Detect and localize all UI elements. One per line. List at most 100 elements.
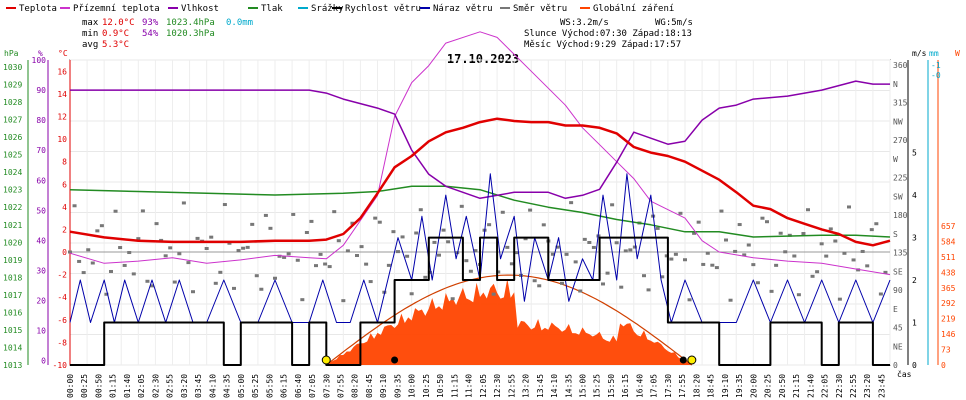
wind-direction-point [300, 298, 305, 302]
legend-label: Přízemní teplota [73, 4, 160, 14]
x-tick-label: 08:45 [365, 374, 374, 398]
tick-hpa: 1030 [3, 63, 22, 72]
wind-direction-point [227, 241, 232, 245]
tick-dir: 315 [893, 99, 908, 108]
wind-direction-point [459, 204, 464, 208]
unit-cas: čas [897, 369, 912, 379]
wind-direction-point [304, 230, 309, 234]
wind-direction-point [263, 213, 268, 217]
tick-w: 438 [941, 268, 956, 277]
tick-degc: 4 [62, 203, 67, 212]
wind-direction-point [418, 208, 423, 212]
unit-hpa: hPa [4, 49, 19, 58]
wind-direction-point [582, 237, 587, 241]
wind-direction-point [746, 243, 751, 247]
legend-label: Směr větru [513, 4, 567, 14]
tick-ms: 2 [912, 276, 917, 285]
wind-direction-point [140, 209, 145, 213]
wind-direction-point [769, 289, 774, 293]
x-tick-label: 10:00 [408, 374, 417, 398]
tick-w: 0 [941, 361, 946, 370]
x-tick-label: 17:30 [664, 374, 673, 398]
wind-direction-point [259, 287, 264, 291]
wind-direction-point [282, 255, 287, 259]
tick-dir: W [893, 155, 898, 164]
wind-direction-point [819, 242, 824, 246]
legend-label: Vlhkost [181, 4, 219, 14]
wind-direction-point [550, 252, 555, 256]
x-tick-label: 18:20 [692, 374, 701, 398]
wind-direction-point [204, 247, 209, 251]
tick-dir: 360 [893, 61, 908, 70]
x-tick-label: 01:40 [123, 374, 132, 398]
wind-direction-point [796, 293, 801, 297]
humidity-line [70, 80, 890, 200]
wind-direction-point [350, 221, 355, 225]
tick-pct: 20 [36, 297, 46, 306]
x-tick-label: 10:50 [436, 374, 445, 398]
wind-direction-point [90, 261, 95, 265]
tick-pct: 80 [36, 116, 46, 125]
x-tick-label: 02:55 [166, 374, 175, 398]
wind-direction-point [95, 229, 100, 233]
tick-hpa: 1013 [3, 361, 22, 370]
wind-direction-point [601, 282, 605, 286]
wind-direction-point [883, 270, 888, 274]
wind-direction-point [801, 232, 806, 236]
stat-max-label: max [82, 18, 99, 28]
unit-pct: % [38, 49, 43, 58]
wind-direction-point [696, 220, 701, 224]
tick-w: 365 [941, 284, 956, 293]
wind-direction-point [860, 249, 865, 253]
wind-direction-point [632, 245, 637, 249]
wind-direction-point [733, 249, 738, 253]
x-tick-label: 11:15 [450, 374, 459, 398]
x-tick-label: 23:45 [877, 374, 886, 398]
chart-title: 17.10.2023 [447, 52, 519, 66]
wind-direction-point [364, 262, 369, 266]
tick-degc: 2 [62, 225, 67, 234]
x-tick-label: 18:45 [707, 374, 716, 398]
wind-direction-point [127, 251, 132, 255]
wind-direction-point [865, 264, 870, 268]
x-tick-label: 13:20 [522, 374, 531, 398]
x-tick-label: 22:30 [835, 374, 844, 398]
wind-direction-point [751, 263, 756, 267]
wind-direction-point [728, 298, 733, 302]
wind-direction-point [323, 262, 328, 266]
wind-direction-point [642, 274, 646, 278]
wind-direction-point [396, 250, 400, 254]
wind-direction-point [564, 252, 569, 256]
wind-direction-point [277, 254, 282, 258]
wind-direction-point [109, 269, 113, 273]
tick-hpa: 1018 [3, 273, 22, 282]
x-tick-label: 00:25 [80, 374, 89, 398]
tick-mm: -0 [931, 71, 941, 80]
wind-direction-point [683, 258, 687, 262]
wind-direction-point [168, 246, 173, 250]
wind-direction-point [268, 226, 273, 230]
x-tick-label: 20:50 [778, 374, 787, 398]
sunrise-marker [321, 355, 331, 365]
wind-direction-point [856, 268, 861, 272]
tick-hpa: 1024 [3, 168, 22, 177]
wind-speed-line [70, 236, 890, 366]
tick-hpa: 1021 [3, 221, 22, 230]
wind-direction-point [628, 248, 633, 252]
tick-dir: SE [893, 267, 903, 276]
wind-direction-point [309, 219, 314, 223]
x-tick-label: 09:10 [379, 374, 388, 398]
legend: Teplota Přízemní teplota Vlhkost Tlak Srážky… [6, 4, 674, 14]
wind-direction-point [150, 284, 154, 288]
x-tick-label: 07:55 [336, 374, 345, 398]
legend-label: Rychlost větru [345, 4, 421, 14]
wind-direction-point [610, 203, 615, 207]
wind-direction-point [874, 222, 879, 226]
wind-direction-point [295, 258, 300, 262]
axes: 1030102910281027102610251024102310221021… [3, 56, 956, 370]
x-tick-label: 00:50 [94, 374, 103, 398]
x-tick-label: 17:55 [678, 374, 687, 398]
pressure-line [69, 185, 891, 238]
wind-direction-point [286, 252, 291, 256]
x-tick-label: 07:30 [322, 374, 331, 398]
